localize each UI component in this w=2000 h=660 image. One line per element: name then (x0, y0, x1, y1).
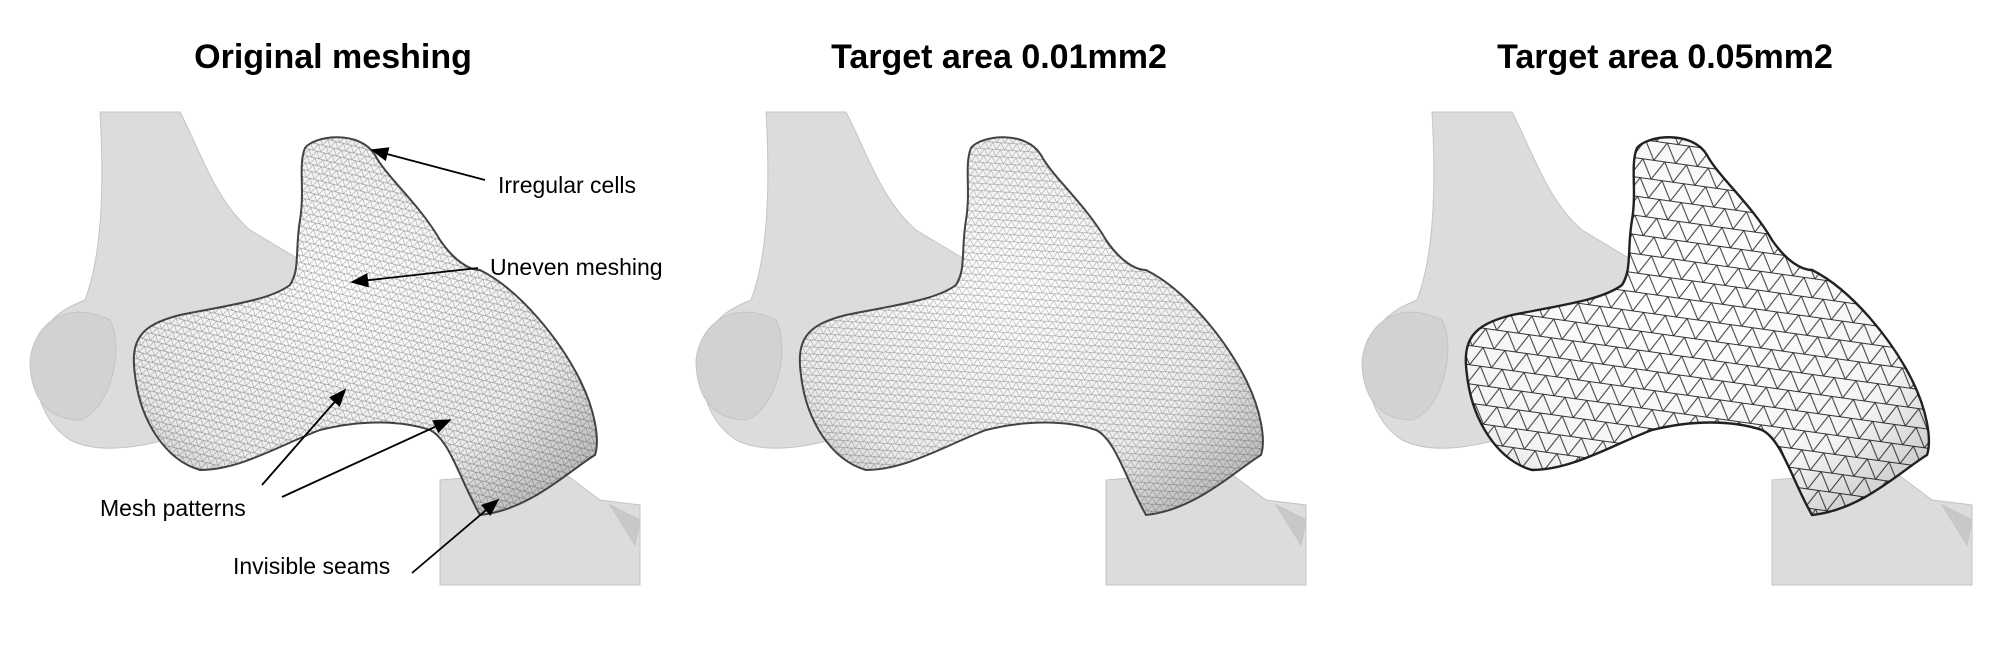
panel-title: Target area 0.01mm2 (831, 38, 1167, 76)
annotation-invisible-seams: Invisible seams (233, 553, 391, 579)
panel-target-area-001: Target area 0.01mm2 (666, 0, 1332, 660)
panel-target-area-005: Target area 0.05mm2 (1332, 0, 1998, 660)
panel-original-meshing: Original meshing Irregular cells Uneven … (0, 0, 666, 660)
mesh-render-original (29, 111, 641, 586)
panel-title: Target area 0.05mm2 (1497, 38, 1833, 76)
panel-title: Original meshing (194, 38, 472, 76)
mesh-render-target-005 (1361, 111, 1973, 586)
annotation-irregular-cells: Irregular cells (498, 172, 637, 198)
mesh-render-target-001 (695, 111, 1307, 586)
annotation-mesh-patterns: Mesh patterns (100, 495, 246, 521)
annotation-arrows (261, 147, 500, 574)
annotation-uneven-meshing: Uneven meshing (490, 254, 663, 280)
